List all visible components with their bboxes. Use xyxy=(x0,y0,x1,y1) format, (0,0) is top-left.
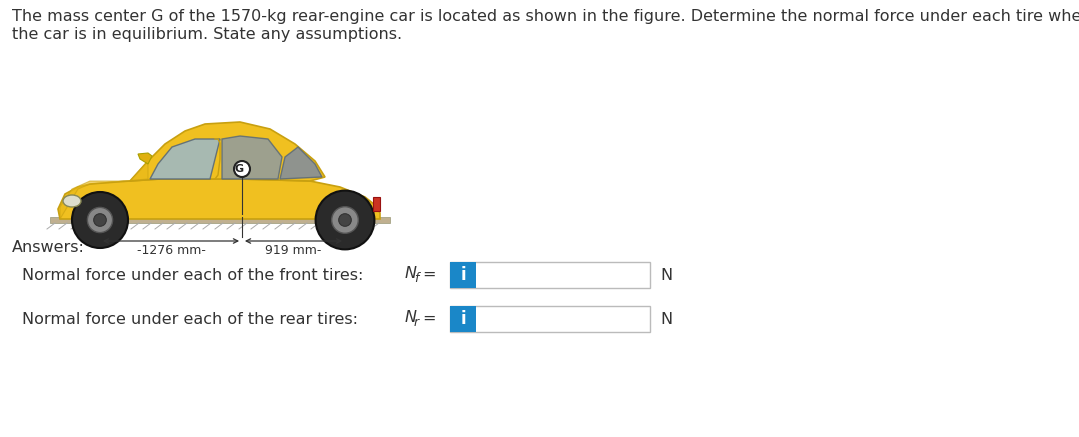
Ellipse shape xyxy=(339,214,352,226)
Text: N: N xyxy=(660,312,672,326)
Text: Normal force under each of the front tires:: Normal force under each of the front tir… xyxy=(22,267,364,282)
Text: Normal force under each of the rear tires:: Normal force under each of the rear tire… xyxy=(22,312,358,326)
Text: i: i xyxy=(460,266,466,284)
Polygon shape xyxy=(60,161,148,219)
Ellipse shape xyxy=(87,208,112,232)
Bar xyxy=(450,262,476,288)
Text: =: = xyxy=(422,267,436,281)
Text: r: r xyxy=(414,316,419,329)
Polygon shape xyxy=(58,179,380,219)
Text: Answers:: Answers: xyxy=(12,240,85,255)
Bar xyxy=(450,306,476,332)
Polygon shape xyxy=(150,139,220,179)
Text: N: N xyxy=(405,267,416,281)
Text: N: N xyxy=(405,311,416,326)
Text: 919 mm-: 919 mm- xyxy=(265,244,322,257)
Text: N: N xyxy=(660,267,672,282)
Ellipse shape xyxy=(94,214,107,226)
Text: =: = xyxy=(422,311,436,326)
Text: i: i xyxy=(460,310,466,328)
Ellipse shape xyxy=(315,191,374,250)
Bar xyxy=(50,217,390,223)
Bar xyxy=(450,262,650,288)
Bar xyxy=(450,306,650,332)
Text: -1276 mm-: -1276 mm- xyxy=(137,244,205,257)
Bar xyxy=(373,197,380,211)
Ellipse shape xyxy=(234,161,250,177)
Ellipse shape xyxy=(331,207,358,233)
Text: the car is in equilibrium. State any assumptions.: the car is in equilibrium. State any ass… xyxy=(12,27,402,42)
Polygon shape xyxy=(129,122,325,181)
Text: The mass center G of the 1570-kg rear-engine car is located as shown in the figu: The mass center G of the 1570-kg rear-en… xyxy=(12,9,1079,24)
Ellipse shape xyxy=(72,192,128,248)
Ellipse shape xyxy=(63,195,81,207)
Polygon shape xyxy=(222,136,282,179)
Polygon shape xyxy=(279,147,322,179)
Text: f: f xyxy=(414,273,419,285)
Polygon shape xyxy=(138,153,152,164)
Text: G: G xyxy=(234,164,244,174)
